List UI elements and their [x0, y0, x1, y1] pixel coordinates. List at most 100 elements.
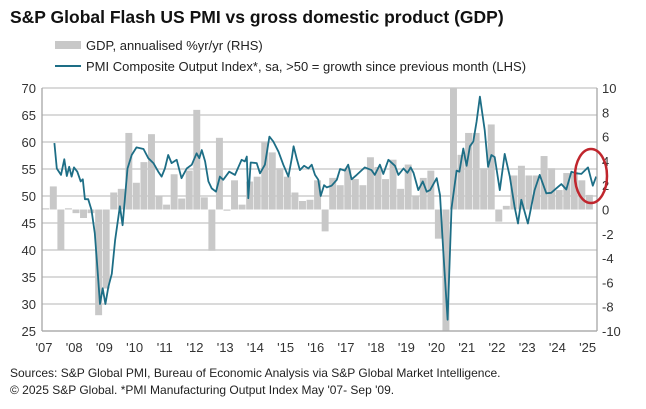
gdp-bar: [291, 192, 299, 210]
gdp-bar: [397, 188, 405, 210]
gdp-bar: [419, 177, 427, 210]
gdp-bar: [366, 157, 374, 210]
x-tick-label: '23: [519, 340, 536, 355]
right-tick-label: -2: [602, 227, 614, 242]
gdp-bar: [434, 209, 442, 239]
gdp-bar: [42, 208, 50, 210]
gdp-bar: [533, 175, 540, 210]
gdp-bar: [72, 209, 80, 214]
x-tick-label: '11: [157, 340, 173, 355]
gdp-bar: [95, 209, 103, 316]
chart-title: S&P Global Flash US PMI vs gross domesti…: [10, 7, 504, 27]
gdp-bar: [231, 180, 238, 210]
right-tick-label: 6: [602, 130, 609, 145]
left-tick-label: 40: [22, 243, 36, 258]
gdp-bar: [117, 188, 125, 210]
gdp-bar: [57, 209, 65, 250]
gdp-bar: [487, 124, 495, 210]
x-tick-label: '19: [398, 340, 415, 355]
left-tick-label: 25: [22, 324, 36, 339]
gdp-bar: [178, 198, 186, 210]
gdp-bar: [472, 132, 480, 210]
gdp-bar: [64, 208, 72, 210]
x-tick-label: '20: [428, 340, 445, 355]
left-tick-label: 70: [22, 81, 36, 96]
gdp-bar: [238, 204, 246, 210]
gdp-bar: [359, 185, 367, 210]
legend-pmi-label: PMI Composite Output Index*, sa, >50 = g…: [86, 59, 526, 74]
gdp-bar: [185, 170, 193, 210]
gdp-bar: [140, 162, 148, 210]
gdp-bar: [276, 168, 284, 210]
gdp-bar: [578, 180, 586, 210]
gdp-bar: [246, 181, 254, 210]
gdp-bar: [299, 200, 306, 210]
right-tick-label: -8: [602, 300, 614, 315]
left-tick-label: 65: [22, 108, 36, 123]
gdp-bar: [442, 209, 450, 331]
gdp-bar: [374, 166, 382, 210]
right-tick-label: -4: [602, 251, 614, 266]
left-tick-label: 45: [22, 216, 36, 231]
right-tick-label: -6: [602, 275, 614, 290]
gdp-bar: [261, 141, 269, 210]
x-tick-label: '17: [338, 340, 355, 355]
gdp-bar: [563, 173, 571, 210]
x-tick-label: '14: [247, 340, 264, 355]
right-tick-label: 0: [602, 203, 609, 218]
left-tick-label: 50: [22, 189, 36, 204]
gdp-bar: [382, 179, 389, 210]
gdp-bar: [193, 109, 201, 210]
left-tick-label: 60: [22, 135, 36, 150]
gdp-bar: [110, 192, 118, 210]
x-tick-label: '07: [36, 340, 53, 355]
highlight-ellipse: [573, 147, 609, 205]
legend-gdp-label: GDP, annualised %yr/yr (RHS): [86, 38, 263, 53]
x-tick-label: '08: [66, 340, 83, 355]
gdp-bar: [208, 209, 216, 251]
gdp-bar: [155, 196, 163, 210]
gdp-bar: [389, 159, 397, 210]
gdp-bar: [548, 168, 556, 210]
gdp-bar: [517, 165, 525, 210]
gdp-bar: [344, 168, 352, 210]
gdp-bar: [495, 209, 503, 222]
gdp-bar: [457, 154, 465, 210]
gdp-bar: [480, 168, 488, 210]
gdp-bar: [200, 197, 208, 210]
gdp-bar: [540, 156, 548, 210]
gdp-bar: [465, 132, 473, 210]
x-tick-label: '12: [187, 340, 204, 355]
x-tick-label: '18: [368, 340, 385, 355]
gdp-bar: [170, 174, 178, 210]
gdp-bar: [555, 190, 563, 210]
footer-copyright: © 2025 S&P Global. *PMI Manufacturing Ou…: [10, 383, 394, 397]
gdp-bar: [268, 152, 276, 210]
gdp-bar: [450, 88, 457, 210]
gdp-bar: [283, 176, 291, 210]
gdp-bar: [80, 209, 87, 219]
gdp-bar: [502, 205, 510, 210]
gdp-bar: [306, 199, 314, 210]
gdp-bar: [321, 209, 329, 232]
gdp-bar: [223, 209, 231, 211]
right-tick-label: -10: [602, 324, 621, 339]
gdp-bar: [404, 164, 412, 210]
x-tick-label: '21: [458, 340, 475, 355]
right-tick-label: 10: [602, 81, 616, 96]
gdp-bar: [102, 209, 110, 289]
x-tick-label: '13: [217, 340, 234, 355]
left-tick-label: 55: [22, 162, 36, 177]
gdp-bar: [510, 175, 518, 210]
gdp-bar: [49, 186, 57, 210]
x-tick-label: '22: [489, 340, 506, 355]
gdp-bar: [314, 180, 322, 210]
gdp-bar: [215, 137, 223, 210]
gdp-bar: [329, 177, 337, 210]
x-tick-label: '09: [96, 340, 113, 355]
x-tick-label: '15: [277, 340, 294, 355]
x-tick-label: '16: [307, 340, 324, 355]
gdp-bar: [570, 171, 578, 210]
gdp-bar: [253, 176, 261, 210]
